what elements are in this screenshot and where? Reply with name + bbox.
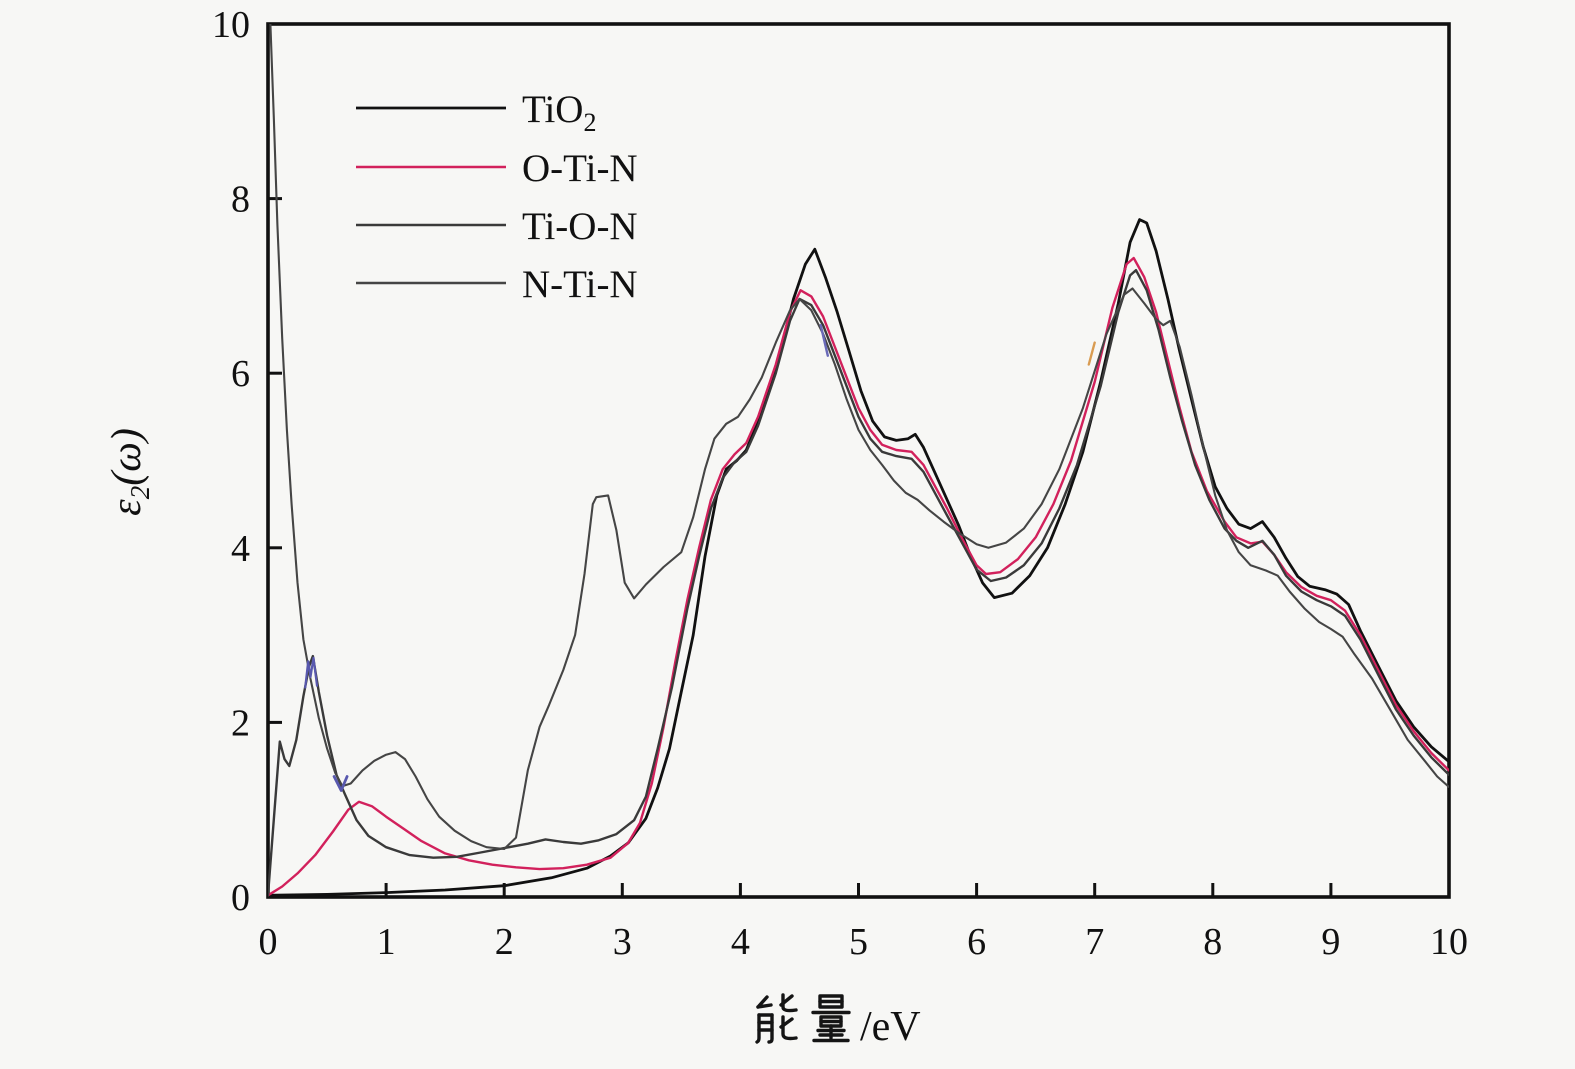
x-tick-label: 5 [849,921,868,963]
y-axis-label: ε2(ω) [104,428,155,516]
x-tick-label: 8 [1203,921,1222,963]
y-tick-label: 0 [231,877,250,919]
x-tick-label: 9 [1321,921,1340,963]
y-tick-labels: 0 2 4 6 8 10 [212,4,250,919]
y-tick-label: 8 [231,179,250,221]
y-tick-label: 6 [231,353,250,395]
blue-spike-tip [304,656,319,689]
series-line-N-Ti-N [269,24,1449,851]
legend-label-N-Ti-N: N-Ti-N [522,263,638,306]
x-tick-labels: 0 1 2 3 4 5 6 7 8 9 10 [259,921,1469,963]
x-axis-label: /eV [755,993,921,1050]
y-tick-label: 2 [231,702,250,744]
ylabel-omega: (ω) [104,428,150,486]
cjk-glyph-liang [811,994,851,1043]
artifact-fragments [304,324,1096,792]
ylabel-epsilon: ε [104,499,150,516]
x-tick-label: 7 [1085,921,1104,963]
x-tick-label: 6 [967,921,986,963]
x-tick-label: 3 [613,921,632,963]
axis-ticks [268,197,1333,897]
x-tick-label: 4 [731,921,750,963]
blue-flank-streak [819,324,829,357]
ylabel-subscript: 2 [125,486,155,500]
legend-label-Ti-O-N: Ti-O-N [522,205,638,248]
x-tick-label: 1 [377,921,396,963]
xlabel-unit-text: /eV [860,1004,921,1050]
legend-label-TiO2: TiO2 [522,88,596,137]
y-tick-label: 4 [231,528,250,570]
series-line-O-Ti-N [268,256,1449,897]
orange-flank-streak [1087,341,1096,366]
cjk-glyph-neng [755,993,798,1044]
series-curves [268,24,1449,897]
x-tick-label: 2 [495,921,514,963]
plot-frame [266,22,1451,899]
blue-crossing-blob [332,775,349,792]
series-line-Ti-O-N [268,269,1449,897]
series-line-TiO2 [268,218,1449,897]
legend-label-O-Ti-N: O-Ti-N [522,147,638,190]
y-tick-label: 10 [212,4,250,46]
x-tick-label: 10 [1430,921,1468,963]
x-tick-label: 0 [259,921,278,963]
xlabel-cjk-glyphs [755,993,851,1044]
legend: TiO2 O-Ti-N Ti-O-N N-Ti-N [356,88,638,306]
